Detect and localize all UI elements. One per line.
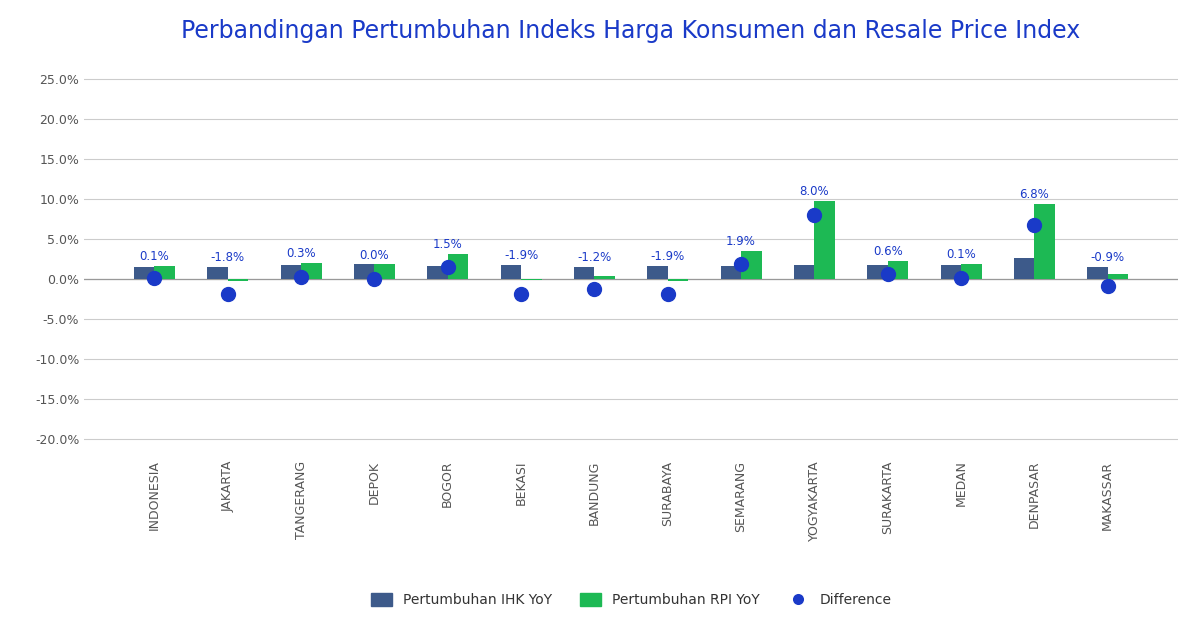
Point bbox=[218, 288, 237, 298]
Bar bbox=[280, 265, 300, 279]
Text: -1.2%: -1.2% bbox=[577, 251, 612, 264]
Text: 0.1%: 0.1% bbox=[946, 248, 976, 261]
Bar bbox=[594, 276, 615, 279]
Text: 6.8%: 6.8% bbox=[1019, 188, 1049, 201]
Bar bbox=[427, 266, 447, 279]
Point bbox=[659, 289, 678, 300]
Point bbox=[879, 269, 898, 279]
Bar bbox=[1108, 274, 1129, 279]
Bar bbox=[647, 266, 668, 279]
Point bbox=[438, 262, 457, 272]
Text: -1.8%: -1.8% bbox=[210, 251, 245, 264]
Text: 1.5%: 1.5% bbox=[433, 238, 463, 251]
Bar bbox=[353, 264, 374, 279]
Bar bbox=[573, 267, 594, 279]
Bar bbox=[888, 260, 909, 279]
Text: 1.9%: 1.9% bbox=[726, 235, 756, 248]
Point bbox=[1025, 220, 1045, 230]
Bar bbox=[1013, 258, 1035, 279]
Bar bbox=[793, 265, 815, 279]
Bar bbox=[133, 267, 154, 279]
Bar bbox=[1087, 267, 1108, 279]
Bar bbox=[520, 279, 542, 281]
Bar bbox=[447, 254, 469, 279]
Bar bbox=[867, 265, 888, 279]
Bar bbox=[720, 267, 742, 279]
Text: 8.0%: 8.0% bbox=[799, 185, 829, 198]
Bar bbox=[962, 264, 982, 279]
Bar bbox=[1035, 204, 1055, 279]
Bar bbox=[154, 266, 175, 279]
Point bbox=[144, 273, 163, 283]
Bar bbox=[207, 267, 227, 279]
Bar bbox=[300, 263, 322, 279]
Text: 0.3%: 0.3% bbox=[286, 247, 316, 260]
Text: 0.6%: 0.6% bbox=[873, 245, 903, 258]
Point bbox=[584, 284, 603, 294]
Bar bbox=[742, 251, 762, 279]
Point bbox=[291, 272, 310, 282]
Text: 0.0%: 0.0% bbox=[359, 248, 389, 262]
Point bbox=[732, 259, 751, 269]
Text: -0.9%: -0.9% bbox=[1090, 251, 1125, 264]
Text: 0.1%: 0.1% bbox=[139, 250, 169, 263]
Bar bbox=[668, 279, 689, 281]
Bar bbox=[227, 279, 249, 281]
Legend: Pertumbuhan IHK YoY, Pertumbuhan RPI YoY, Difference: Pertumbuhan IHK YoY, Pertumbuhan RPI YoY… bbox=[365, 588, 897, 612]
Bar bbox=[940, 265, 962, 279]
Point bbox=[952, 273, 971, 283]
Bar bbox=[374, 264, 395, 279]
Point bbox=[805, 210, 825, 220]
Point bbox=[364, 274, 383, 284]
Bar bbox=[815, 201, 835, 279]
Point bbox=[1099, 281, 1118, 291]
Text: -1.9%: -1.9% bbox=[504, 250, 538, 262]
Point bbox=[511, 289, 530, 300]
Text: -1.9%: -1.9% bbox=[650, 250, 685, 264]
Bar bbox=[500, 265, 520, 279]
Title: Perbandingan Pertumbuhan Indeks Harga Konsumen dan Resale Price Index: Perbandingan Pertumbuhan Indeks Harga Ko… bbox=[182, 19, 1081, 43]
